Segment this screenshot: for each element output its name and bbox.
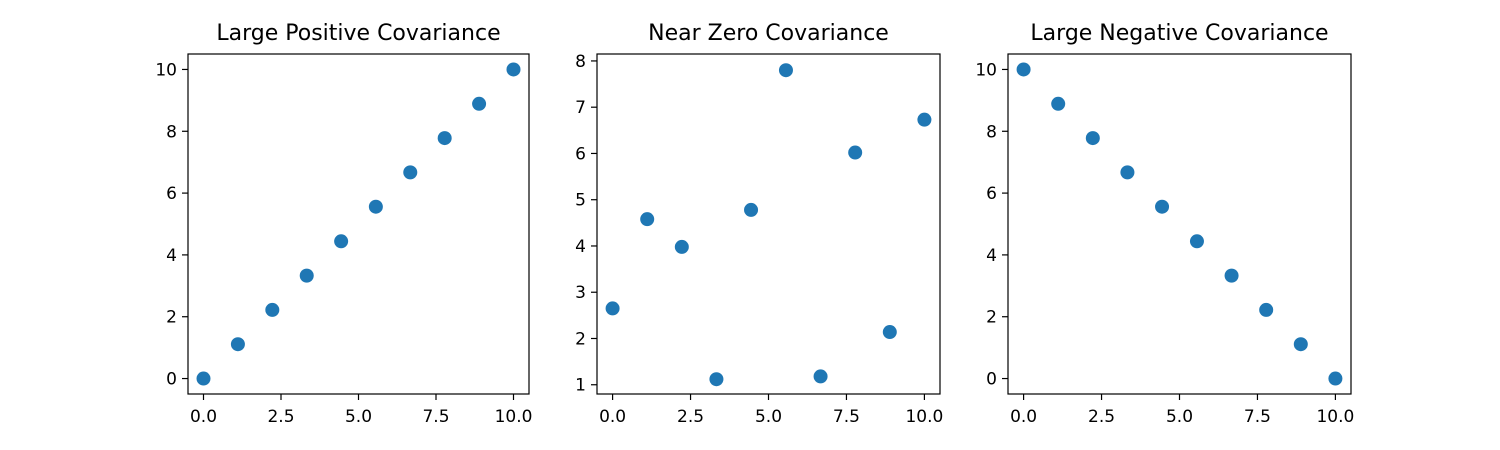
y-tick-label: 6 bbox=[166, 184, 177, 204]
y-tick-label: 4 bbox=[575, 237, 586, 257]
y-tick-label: 8 bbox=[166, 122, 177, 142]
data-point bbox=[882, 325, 897, 340]
data-point bbox=[472, 96, 487, 111]
data-point bbox=[1051, 96, 1066, 111]
y-tick-label: 4 bbox=[986, 246, 997, 266]
scatter-panel: Large Negative Covariance 0.0 2.5 5.0 7.5 10.… bbox=[975, 21, 1354, 427]
x-tick-label: 5.0 bbox=[1166, 407, 1193, 427]
x-tick-label: 0.0 bbox=[599, 407, 626, 427]
y-tick-label: 5 bbox=[575, 191, 586, 211]
data-point bbox=[1016, 62, 1031, 77]
data-point bbox=[230, 337, 245, 352]
data-point bbox=[265, 302, 280, 317]
x-tick-label: 7.5 bbox=[1244, 407, 1271, 427]
data-point bbox=[368, 199, 383, 214]
x-tick-label: 10.0 bbox=[495, 407, 533, 427]
y-tick-label: 1 bbox=[575, 376, 586, 396]
data-point bbox=[848, 145, 863, 160]
x-tick-label: 0.0 bbox=[190, 407, 217, 427]
y-tick-label: 7 bbox=[575, 98, 586, 118]
y-tick-label: 2 bbox=[575, 329, 586, 349]
x-tick-label: 10.0 bbox=[905, 407, 943, 427]
data-point bbox=[1224, 268, 1239, 283]
data-point bbox=[605, 301, 620, 316]
y-tick-label: 2 bbox=[986, 308, 997, 328]
y-tick-label: 8 bbox=[575, 52, 586, 72]
x-tick-label: 7.5 bbox=[422, 407, 449, 427]
data-point bbox=[674, 239, 689, 254]
data-point bbox=[1328, 371, 1343, 386]
y-tick-label: 10 bbox=[975, 60, 997, 80]
data-point bbox=[334, 234, 349, 249]
data-point bbox=[299, 268, 314, 283]
data-point bbox=[403, 165, 418, 180]
y-tick-label: 8 bbox=[986, 122, 997, 142]
scatter-panel: Near Zero Covariance 0.0 2.5 5.0 7.5 10.0 1 2 3 4… bbox=[575, 21, 943, 427]
data-point bbox=[1120, 165, 1135, 180]
data-point bbox=[709, 372, 724, 387]
x-tick-label: 2.5 bbox=[267, 407, 294, 427]
chart-title: Large Negative Covariance bbox=[1030, 21, 1328, 46]
data-point bbox=[813, 369, 828, 384]
scatter-panel: Large Positive Covariance 0.0 2.5 5.0 7.5 10.… bbox=[155, 21, 532, 427]
y-tick-label: 0 bbox=[986, 370, 997, 390]
x-tick-label: 2.5 bbox=[1088, 407, 1115, 427]
y-tick-label: 0 bbox=[166, 370, 177, 390]
x-tick-label: 7.5 bbox=[833, 407, 860, 427]
data-point bbox=[1259, 302, 1274, 317]
x-tick-label: 10.0 bbox=[1316, 407, 1354, 427]
data-point bbox=[1155, 199, 1170, 214]
x-tick-label: 5.0 bbox=[345, 407, 372, 427]
data-point bbox=[778, 63, 793, 78]
data-point bbox=[196, 371, 211, 386]
y-tick-label: 6 bbox=[986, 184, 997, 204]
y-tick-label: 10 bbox=[155, 60, 177, 80]
data-point bbox=[437, 131, 452, 146]
x-tick-label: 0.0 bbox=[1010, 407, 1037, 427]
data-point bbox=[744, 202, 759, 217]
y-tick-label: 4 bbox=[166, 246, 177, 266]
y-tick-label: 3 bbox=[575, 283, 586, 303]
y-tick-label: 6 bbox=[575, 144, 586, 164]
data-point bbox=[917, 112, 932, 127]
data-point bbox=[1293, 337, 1308, 352]
y-tick-label: 2 bbox=[166, 308, 177, 328]
chart-title: Large Positive Covariance bbox=[216, 21, 500, 46]
data-point bbox=[506, 62, 521, 77]
data-point bbox=[1189, 234, 1204, 249]
x-tick-label: 2.5 bbox=[677, 407, 704, 427]
x-tick-label: 5.0 bbox=[755, 407, 782, 427]
chart-title: Near Zero Covariance bbox=[648, 21, 889, 46]
data-point bbox=[640, 212, 655, 227]
data-point bbox=[1085, 131, 1100, 146]
